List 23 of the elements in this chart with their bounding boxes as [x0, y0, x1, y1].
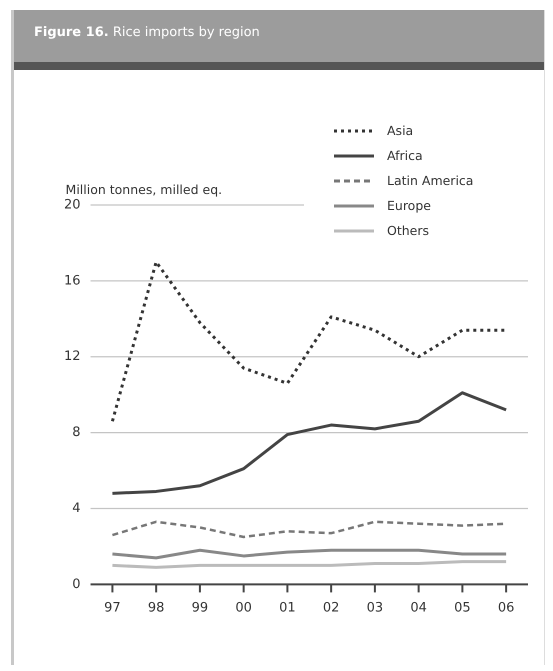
x-tick-label: 06	[498, 600, 514, 616]
x-tick-label: 05	[454, 600, 471, 616]
legend-label: Others	[387, 223, 430, 238]
legend-label: Europe	[387, 198, 431, 213]
y-tick-label: 12	[64, 349, 81, 364]
x-tick-label: 04	[410, 600, 427, 616]
legend-label: Asia	[387, 123, 414, 138]
x-tick-label: 99	[192, 600, 208, 616]
x-tick-label: 01	[279, 600, 296, 616]
chart-title: Figure 16. Rice imports by region	[34, 25, 260, 40]
x-tick-label: 98	[148, 600, 164, 616]
x-tick-label: 97	[104, 600, 121, 616]
legend-label: Africa	[387, 148, 423, 163]
x-tick-label: 00	[235, 600, 252, 616]
x-tick-label: 03	[366, 600, 384, 616]
y-tick-label: 20	[64, 197, 81, 212]
y-tick-label: 4	[72, 500, 81, 516]
legend-label: Latin America	[387, 173, 474, 188]
y-tick-label: 16	[64, 273, 81, 288]
y-tick-label: 0	[72, 576, 81, 592]
y-axis-title: Million tonnes, milled eq.	[66, 182, 222, 197]
y-tick-label: 8	[72, 425, 81, 440]
x-tick-label: 02	[322, 600, 340, 616]
